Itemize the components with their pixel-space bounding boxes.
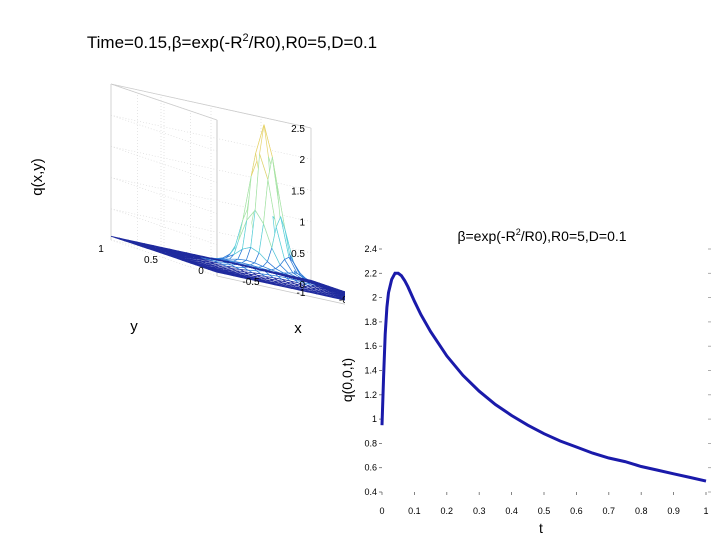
line-y-tick-label: 2.2 [364, 268, 377, 278]
line-y-ticks: 0.4 0.6 0.8 1 1.2 1.4 1.6 1.8 2 2.2 2.4 [364, 244, 382, 497]
line-y-tick-label: 0.6 [364, 463, 377, 473]
line-x-ticks: 0 0.1 0.2 0.3 0.4 0.5 0.6 0.7 0.8 0.9 1 [379, 492, 709, 516]
line-x-tick-label: 0.7 [603, 506, 616, 516]
line-y-tick-label: 0.8 [364, 438, 377, 448]
line-y-tick-label: 1 [372, 414, 377, 424]
line-y-tick-label: 1.2 [364, 390, 377, 400]
surface-plot: Time=0.15,β=exp(-R2/R0),R0=5,D=0.1 00.51… [29, 32, 418, 337]
line-y-tick-label: 1.8 [364, 317, 377, 327]
line-y-tick-label: 2.4 [364, 244, 377, 254]
line-right-tick-marks [708, 248, 711, 493]
line-y-tick-label: 1.4 [364, 366, 377, 376]
surface-z-tick-label: 2 [299, 155, 305, 166]
line-x-tick-label: 0 [379, 506, 384, 516]
line-x-tick-label: 0.9 [667, 506, 680, 516]
line-plot-area [345, 240, 720, 540]
line-x-tick-label: 1 [703, 506, 708, 516]
line-y-tick-label: 0.4 [364, 487, 377, 497]
surface-y-label: y [130, 318, 138, 335]
line-x-tick-label: 0.6 [570, 506, 583, 516]
surface-z-tick-label: 1.5 [291, 186, 305, 197]
surface-y-ticks: 1 0.5 0 -0.5 -1 [98, 244, 306, 299]
surface-y-tick-label: 0 [198, 266, 204, 277]
line-y-tick-label: 2 [372, 293, 377, 303]
surface-y-tick-label: -0.5 [242, 277, 260, 288]
surface-y-tick-label: -1 [297, 288, 306, 299]
line-title: β=exp(-R2/R0),R0=5,D=0.1 [457, 227, 626, 244]
surface-z-tick-label: 2.5 [291, 124, 305, 135]
surface-z-tick-label: 0 [299, 280, 305, 291]
surface-z-ticks: 0 0.5 1 1.5 2 2.5 [291, 124, 305, 291]
surface-y-tick-label: 0.5 [144, 255, 158, 266]
line-plot: β=exp(-R2/R0),R0=5,D=0.1 0.4 0.6 0.8 1 1.2 1.… [339, 227, 720, 540]
surface-z-label: q(x,y) [29, 158, 46, 196]
line-y-tick-label: 1.6 [364, 341, 377, 351]
line-x-tick-label: 0.4 [505, 506, 518, 516]
surface-title: Time=0.15,β=exp(-R2/R0),R0=5,D=0.1 [87, 32, 377, 52]
series-line-q000t [380, 271, 707, 483]
line-x-tick-label: 0.1 [408, 506, 421, 516]
line-y-label: q(0,0,t) [339, 358, 355, 402]
line-x-tick-label: 0.5 [538, 506, 551, 516]
surface-z-tick-label: 1 [299, 218, 305, 229]
line-x-tick-label: 0.3 [473, 506, 486, 516]
surface-z-tick-label: 0.5 [291, 249, 305, 260]
line-x-tick-label: 0.2 [441, 506, 454, 516]
line-x-label: t [539, 520, 543, 536]
surface-x-label: x [294, 320, 302, 337]
line-x-tick-label: 0.8 [635, 506, 648, 516]
surface-y-tick-label: 1 [98, 244, 104, 255]
